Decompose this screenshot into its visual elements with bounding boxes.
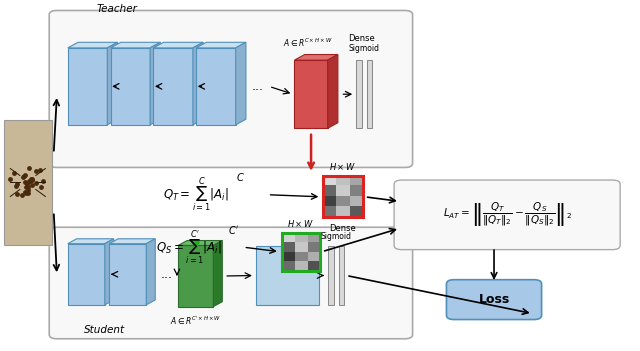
Polygon shape [68, 244, 105, 305]
Text: $Q_T = \sum_{i=1}^{C}|A_i|$: $Q_T = \sum_{i=1}^{C}|A_i|$ [163, 176, 228, 214]
Polygon shape [193, 42, 203, 125]
Polygon shape [328, 54, 338, 128]
Polygon shape [111, 48, 150, 125]
Point [35, 168, 45, 173]
Point [23, 190, 33, 196]
Point [20, 179, 30, 185]
Point [19, 173, 29, 179]
Polygon shape [68, 42, 118, 48]
Text: $H \times W$: $H \times W$ [330, 161, 356, 172]
FancyBboxPatch shape [49, 11, 413, 167]
Text: $C'$: $C'$ [228, 224, 239, 236]
FancyBboxPatch shape [394, 180, 620, 250]
Text: Dense: Dense [348, 34, 375, 43]
Text: $L_{AT} = \left\|\dfrac{Q_T}{\|Q_T\|_2}-\dfrac{Q_S}{\|Q_S\|_2}\right\|_2$: $L_{AT} = \left\|\dfrac{Q_T}{\|Q_T\|_2}-… [443, 201, 572, 229]
Polygon shape [367, 60, 372, 128]
Text: $A \in R^{C \times H \times W}$: $A \in R^{C \times H \times W}$ [283, 37, 333, 49]
Polygon shape [356, 60, 362, 128]
Polygon shape [294, 60, 328, 128]
Polygon shape [256, 246, 319, 305]
Polygon shape [109, 239, 156, 244]
Polygon shape [147, 239, 156, 305]
Text: $H \times W$: $H \times W$ [287, 218, 314, 229]
Point [31, 180, 41, 186]
Point [26, 176, 36, 182]
Polygon shape [178, 245, 213, 307]
Text: $C$: $C$ [236, 171, 244, 183]
Polygon shape [154, 48, 193, 125]
Text: Loss: Loss [478, 293, 509, 306]
Polygon shape [196, 48, 236, 125]
Text: $A \in R^{C' \times H \times W}$: $A \in R^{C' \times H \times W}$ [170, 314, 221, 327]
FancyBboxPatch shape [49, 227, 413, 339]
Polygon shape [196, 42, 246, 48]
FancyBboxPatch shape [447, 280, 541, 319]
Polygon shape [294, 54, 338, 60]
Point [9, 171, 19, 176]
Polygon shape [236, 42, 246, 125]
Point [24, 178, 34, 184]
Point [12, 181, 22, 187]
Polygon shape [68, 48, 108, 125]
Point [20, 189, 30, 194]
Polygon shape [154, 42, 203, 48]
Polygon shape [109, 244, 147, 305]
Point [24, 166, 34, 171]
Point [28, 182, 38, 187]
Polygon shape [150, 42, 161, 125]
Point [22, 187, 33, 193]
Point [27, 177, 37, 183]
Point [27, 176, 37, 182]
Point [18, 174, 28, 180]
Point [23, 184, 33, 190]
Polygon shape [339, 246, 344, 305]
Point [25, 178, 35, 184]
Point [36, 184, 46, 190]
Text: ...: ... [252, 80, 264, 93]
Text: Sigmoid: Sigmoid [349, 44, 380, 53]
Text: $Q_S = \sum_{i=1}^{C'}|A_i|$: $Q_S = \sum_{i=1}^{C'}|A_i|$ [156, 228, 222, 266]
Point [21, 191, 31, 196]
Point [17, 193, 27, 198]
Point [31, 168, 41, 174]
Polygon shape [178, 240, 222, 245]
Point [11, 183, 21, 188]
Point [12, 191, 22, 197]
Point [20, 172, 30, 178]
Polygon shape [328, 246, 334, 305]
Point [20, 184, 31, 190]
Polygon shape [111, 42, 161, 48]
Text: Sigmoid: Sigmoid [321, 232, 351, 241]
Text: Teacher: Teacher [97, 4, 138, 14]
Point [21, 181, 31, 186]
Polygon shape [105, 239, 114, 305]
Point [22, 180, 33, 186]
Polygon shape [108, 42, 118, 125]
Polygon shape [68, 239, 114, 244]
Text: Student: Student [84, 325, 125, 335]
Text: Dense: Dense [329, 224, 356, 233]
Polygon shape [213, 240, 222, 307]
Point [5, 177, 15, 182]
Point [38, 178, 49, 184]
Text: ...: ... [161, 268, 173, 281]
Polygon shape [4, 120, 52, 245]
